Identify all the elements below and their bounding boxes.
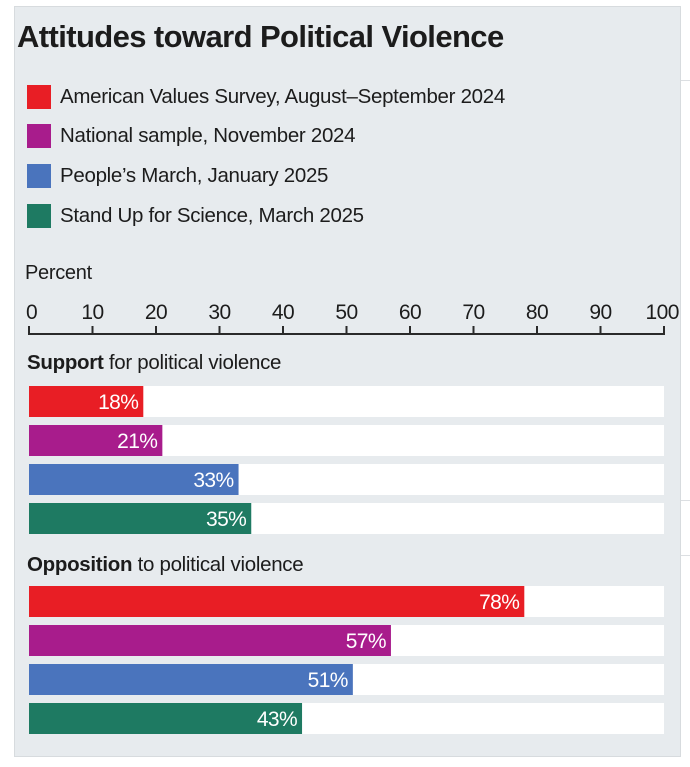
legend-item: Stand Up for Science, March 2025 <box>27 203 364 229</box>
bar <box>29 586 525 617</box>
x-tick-label: 80 <box>526 301 548 324</box>
bar-value-label: 43% <box>257 708 297 731</box>
x-tick-label: 10 <box>81 301 103 324</box>
bar <box>29 664 353 695</box>
chart-title: Attitudes toward Political Violence <box>17 19 504 54</box>
bar <box>29 464 239 495</box>
group-title-rest: for political violence <box>103 351 282 374</box>
bar-value-label: 57% <box>346 630 386 653</box>
bar <box>29 703 303 734</box>
legend-swatch <box>27 204 51 228</box>
legend-label: People’s March, January 2025 <box>60 164 329 187</box>
x-tick-label: 100 <box>645 301 679 324</box>
bar-value-label: 35% <box>206 508 246 531</box>
x-axis-title: Percent <box>25 262 92 284</box>
bar-value-label: 18% <box>98 391 138 414</box>
x-tick-label: 0 <box>26 301 37 324</box>
bar-chart: 0 10 20 30 40 50 60 70 80 90 100 18% 21% 33% 35% 78% 57%… <box>26 301 680 734</box>
separator-line <box>681 500 690 501</box>
separator-line <box>681 80 690 81</box>
legend-label: Stand Up for Science, March 2025 <box>60 204 364 227</box>
bar-value-label: 78% <box>479 591 519 614</box>
bar <box>29 503 252 534</box>
x-tick-label: 90 <box>589 301 611 324</box>
bar-value-label: 21% <box>117 430 157 453</box>
legend-label: American Values Survey, August–September… <box>60 85 505 108</box>
group-title-bold: Support <box>27 351 104 374</box>
bar <box>29 425 163 456</box>
legend-item: National sample, November 2024 <box>27 123 356 149</box>
bar-value-label: 51% <box>308 669 348 692</box>
x-tick-label: 70 <box>462 301 484 324</box>
legend-item: People’s March, January 2025 <box>27 163 328 189</box>
legend-swatch <box>27 164 51 188</box>
x-tick-label: 30 <box>208 301 230 324</box>
legend-swatch <box>27 85 51 109</box>
group-title-bold: Opposition <box>27 553 133 576</box>
legend-label: National sample, November 2024 <box>60 124 356 147</box>
x-tick-label: 50 <box>335 301 357 324</box>
opposition-group-title: Opposition to political violence <box>27 553 304 577</box>
bar-value-label: 33% <box>193 469 233 492</box>
separator-line <box>681 555 690 556</box>
legend-item: American Values Survey, August–September… <box>27 84 505 110</box>
bar <box>29 386 144 417</box>
legend-swatch <box>27 124 51 148</box>
x-tick-label: 40 <box>272 301 294 324</box>
support-group-title: Support for political violence <box>27 351 281 375</box>
group-title-rest: to political violence <box>132 553 304 576</box>
chart-panel: Attitudes toward Political Violence Amer… <box>14 6 681 757</box>
bar <box>29 625 391 656</box>
x-tick-label: 60 <box>399 301 421 324</box>
x-tick-label: 20 <box>145 301 167 324</box>
